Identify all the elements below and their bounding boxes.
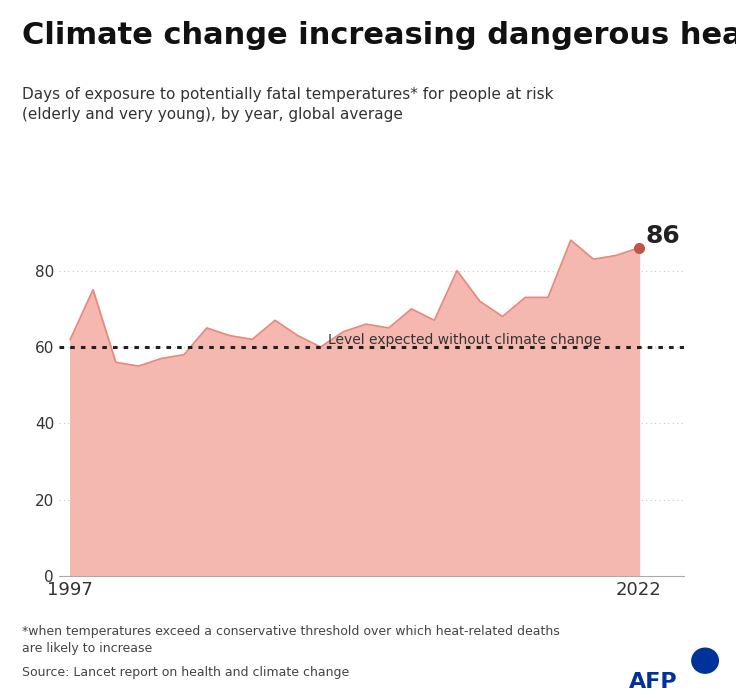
Text: Days of exposure to potentially fatal temperatures* for people at risk
(elderly : Days of exposure to potentially fatal te… [22,87,553,121]
Text: Level expected without climate change: Level expected without climate change [328,333,601,347]
Text: 86: 86 [645,224,681,248]
Text: Source: Lancet report on health and climate change: Source: Lancet report on health and clim… [22,666,350,679]
Text: *when temperatures exceed a conservative threshold over which heat-related death: *when temperatures exceed a conservative… [22,625,560,654]
Text: AFP: AFP [629,672,678,692]
Text: Climate change increasing dangerous heat: Climate change increasing dangerous heat [22,21,736,50]
